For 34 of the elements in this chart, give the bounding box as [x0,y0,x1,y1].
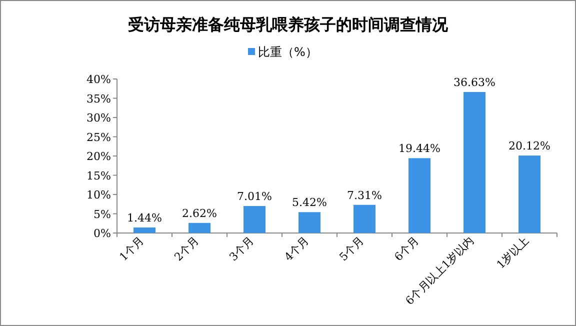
bar [244,206,266,233]
y-tick-label: 40% [86,73,111,86]
bar [354,204,376,233]
x-tick-label: 3个月 [226,234,257,264]
bar [518,156,540,233]
bar [188,222,210,233]
x-tick-label: 6个月 [392,234,422,264]
x-tick-label: 5个月 [336,234,367,264]
y-tick-label: 35% [86,92,111,106]
bar [464,92,486,233]
legend: 比重（%） [248,45,318,59]
data-label: 19.44% [398,142,440,156]
data-label: 2.62% [182,206,217,220]
x-tick-label: 1岁以上 [494,234,532,272]
bar [298,212,320,233]
y-tick-label: 0% [94,227,111,240]
data-label: 36.63% [454,76,496,89]
y-tick-label: 25% [86,130,111,144]
x-tick-label: 1个月 [116,234,147,264]
y-tick-label: 30% [86,112,111,124]
data-label: 5.42% [292,196,327,210]
y-tick-label: 5% [94,208,111,221]
x-tick-label: 4个月 [282,234,312,264]
data-label: 7.31% [347,188,382,202]
x-tick-label: 2个月 [172,234,202,264]
y-tick-label: 15% [86,169,111,182]
data-label: 1.44% [127,211,162,224]
data-label: 20.12% [508,140,550,153]
bar [134,227,156,233]
data-label: 7.01% [237,190,272,204]
y-tick-label: 10% [86,188,111,202]
y-tick-label: 20% [86,150,111,163]
chart-title: 受访母亲准备纯母乳喂养孩子的时间调查情况 [127,15,449,34]
bar [408,158,430,233]
